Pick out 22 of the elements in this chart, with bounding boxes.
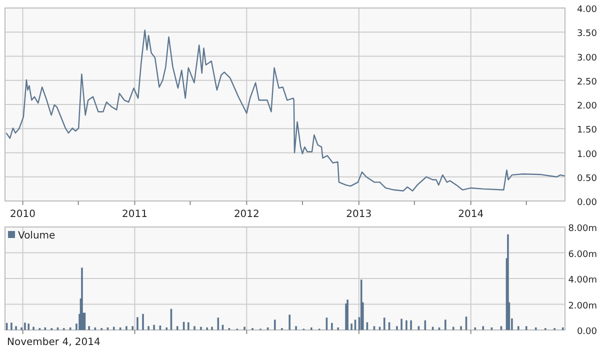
y-tick-label: 1.50 [576, 126, 598, 136]
y-tick-label: 4.00m [568, 276, 597, 286]
x-tick-label: 2014 [458, 209, 484, 220]
y-tick-label: 0.00 [576, 327, 598, 337]
y-tick-label: 3.50 [576, 29, 598, 40]
text: November 4, 2014 [7, 337, 100, 348]
x-tick-label: 2010 [10, 209, 36, 220]
x-tick-label: 2012 [234, 209, 260, 220]
y-tick-label: 2.00m [568, 301, 597, 312]
x-tick-label: 2013 [346, 209, 372, 220]
y-tick-label: 8.00m [568, 224, 597, 234]
y-tick-label: 0.00 [576, 198, 598, 208]
y-tick-label: 4.00 [576, 5, 598, 15]
y-tick-label: 2.50 [576, 77, 598, 88]
y-tick-label: 2.00 [576, 102, 598, 112]
line-series [6, 30, 566, 192]
y-tick-label: 3.00 [576, 53, 598, 64]
y-tick-label: 6.00m [568, 250, 597, 260]
x-tick-label: 2011 [122, 209, 148, 220]
legend-label: Volume [18, 230, 56, 242]
y-tick-label: 0.50 [576, 174, 598, 184]
y-tick-label: 1.00 [576, 150, 598, 160]
